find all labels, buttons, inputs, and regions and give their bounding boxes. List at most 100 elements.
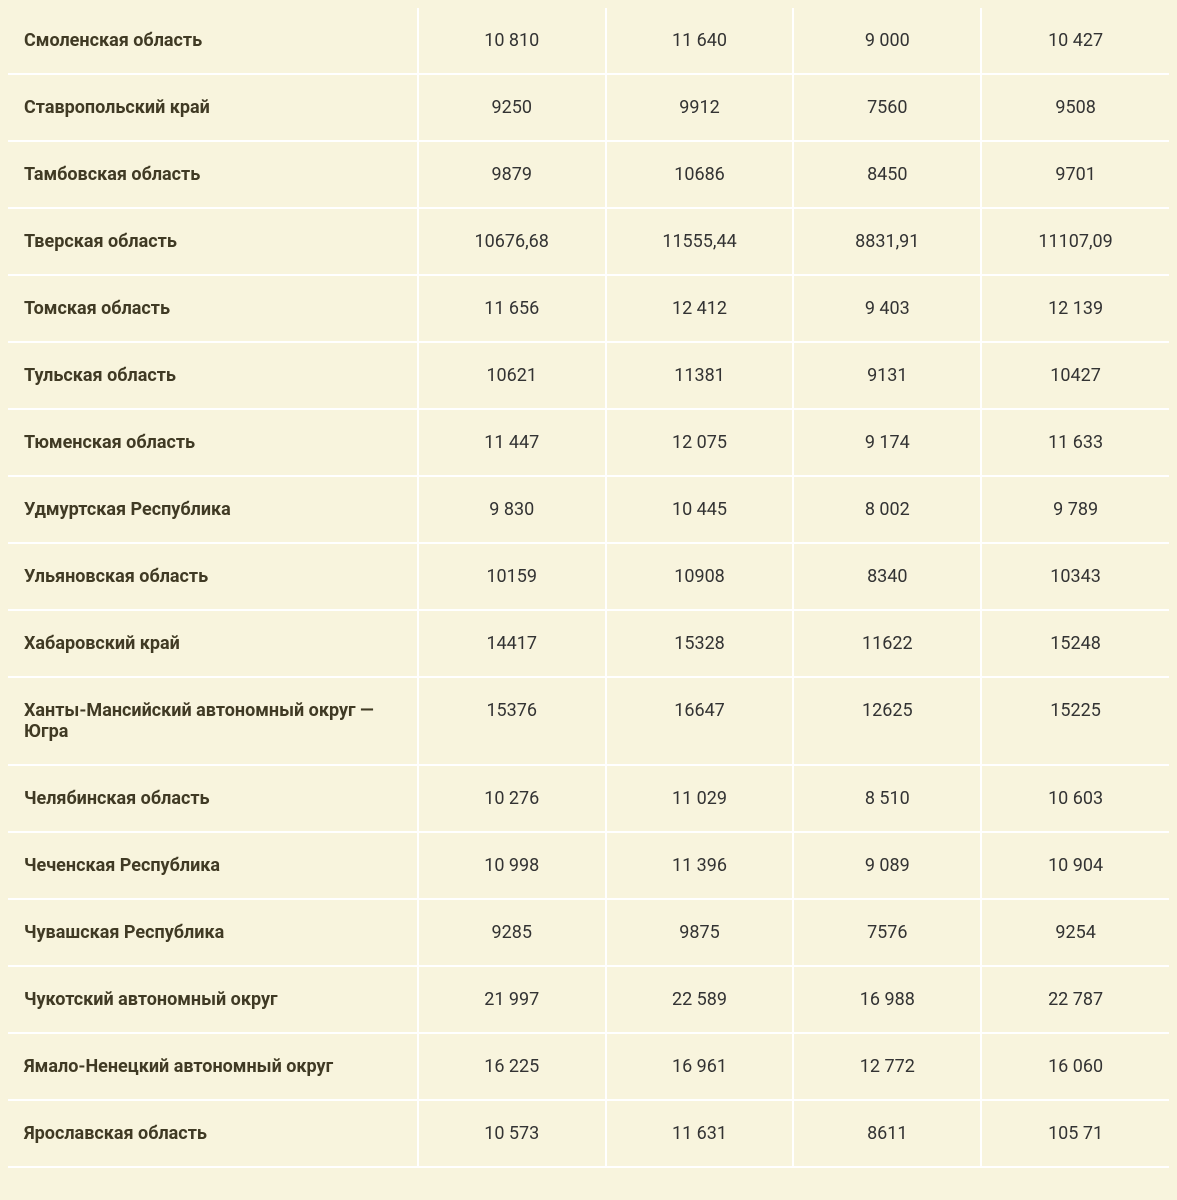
value-cell: 9875 bbox=[606, 899, 794, 966]
value-cell: 10908 bbox=[606, 543, 794, 610]
table-row: Тульская область1062111381913110427 bbox=[8, 342, 1169, 409]
table-row: Чувашская Республика9285987575769254 bbox=[8, 899, 1169, 966]
value-cell: 8 002 bbox=[793, 476, 981, 543]
value-cell: 11 029 bbox=[606, 765, 794, 832]
value-cell: 8611 bbox=[793, 1100, 981, 1167]
value-cell: 9 830 bbox=[418, 476, 606, 543]
value-cell: 11 447 bbox=[418, 409, 606, 476]
value-cell: 10343 bbox=[981, 543, 1169, 610]
value-cell: 10159 bbox=[418, 543, 606, 610]
value-cell: 10 603 bbox=[981, 765, 1169, 832]
value-cell: 9912 bbox=[606, 74, 794, 141]
table-row: Ставропольский край9250991275609508 bbox=[8, 74, 1169, 141]
region-cell: Ханты-Мансийский автономный округ — Югра bbox=[8, 677, 418, 765]
region-cell: Тюменская область bbox=[8, 409, 418, 476]
value-cell: 15225 bbox=[981, 677, 1169, 765]
value-cell: 14417 bbox=[418, 610, 606, 677]
value-cell: 10676,68 bbox=[418, 208, 606, 275]
value-cell: 9 174 bbox=[793, 409, 981, 476]
value-cell: 9879 bbox=[418, 141, 606, 208]
value-cell: 9285 bbox=[418, 899, 606, 966]
value-cell: 15376 bbox=[418, 677, 606, 765]
table-row: Смоленская область10 81011 6409 00010 42… bbox=[8, 8, 1169, 74]
value-cell: 11 640 bbox=[606, 8, 794, 74]
value-cell: 12625 bbox=[793, 677, 981, 765]
value-cell: 9 403 bbox=[793, 275, 981, 342]
region-cell: Ставропольский край bbox=[8, 74, 418, 141]
value-cell: 11381 bbox=[606, 342, 794, 409]
value-cell: 12 772 bbox=[793, 1033, 981, 1100]
table-row: Чеченская Республика10 99811 3969 08910 … bbox=[8, 832, 1169, 899]
value-cell: 12 412 bbox=[606, 275, 794, 342]
value-cell: 10427 bbox=[981, 342, 1169, 409]
value-cell: 7576 bbox=[793, 899, 981, 966]
table-row: Ярославская область10 57311 6318611105 7… bbox=[8, 1100, 1169, 1167]
table-row: Томская область11 65612 4129 40312 139 bbox=[8, 275, 1169, 342]
regions-table: Смоленская область10 81011 6409 00010 42… bbox=[8, 8, 1169, 1168]
value-cell: 10 427 bbox=[981, 8, 1169, 74]
table-row: Хабаровский край14417153281162215248 bbox=[8, 610, 1169, 677]
value-cell: 9250 bbox=[418, 74, 606, 141]
value-cell: 9 089 bbox=[793, 832, 981, 899]
value-cell: 11 396 bbox=[606, 832, 794, 899]
value-cell: 9 000 bbox=[793, 8, 981, 74]
value-cell: 21 997 bbox=[418, 966, 606, 1033]
value-cell: 9 789 bbox=[981, 476, 1169, 543]
value-cell: 16 961 bbox=[606, 1033, 794, 1100]
value-cell: 10 445 bbox=[606, 476, 794, 543]
value-cell: 11107,09 bbox=[981, 208, 1169, 275]
table-row: Тамбовская область98791068684509701 bbox=[8, 141, 1169, 208]
value-cell: 11622 bbox=[793, 610, 981, 677]
value-cell: 9131 bbox=[793, 342, 981, 409]
value-cell: 11 631 bbox=[606, 1100, 794, 1167]
value-cell: 12 139 bbox=[981, 275, 1169, 342]
region-cell: Чукотский автономный округ bbox=[8, 966, 418, 1033]
value-cell: 9254 bbox=[981, 899, 1169, 966]
value-cell: 16 060 bbox=[981, 1033, 1169, 1100]
value-cell: 16647 bbox=[606, 677, 794, 765]
region-cell: Ульяновская область bbox=[8, 543, 418, 610]
region-cell: Смоленская область bbox=[8, 8, 418, 74]
value-cell: 16 225 bbox=[418, 1033, 606, 1100]
value-cell: 8450 bbox=[793, 141, 981, 208]
value-cell: 9701 bbox=[981, 141, 1169, 208]
region-cell: Удмуртская Республика bbox=[8, 476, 418, 543]
region-cell: Ямало-Ненецкий автономный округ bbox=[8, 1033, 418, 1100]
value-cell: 12 075 bbox=[606, 409, 794, 476]
table-row: Чукотский автономный округ21 99722 58916… bbox=[8, 966, 1169, 1033]
value-cell: 11 633 bbox=[981, 409, 1169, 476]
region-cell: Тамбовская область bbox=[8, 141, 418, 208]
table-row: Ульяновская область1015910908834010343 bbox=[8, 543, 1169, 610]
value-cell: 10 998 bbox=[418, 832, 606, 899]
value-cell: 8340 bbox=[793, 543, 981, 610]
value-cell: 11 656 bbox=[418, 275, 606, 342]
region-cell: Челябинская область bbox=[8, 765, 418, 832]
table-row: Ямало-Ненецкий автономный округ16 22516 … bbox=[8, 1033, 1169, 1100]
value-cell: 10621 bbox=[418, 342, 606, 409]
region-cell: Тверская область bbox=[8, 208, 418, 275]
value-cell: 16 988 bbox=[793, 966, 981, 1033]
value-cell: 11555,44 bbox=[606, 208, 794, 275]
region-cell: Хабаровский край bbox=[8, 610, 418, 677]
value-cell: 10 276 bbox=[418, 765, 606, 832]
value-cell: 15328 bbox=[606, 610, 794, 677]
region-cell: Чеченская Республика bbox=[8, 832, 418, 899]
value-cell: 105 71 bbox=[981, 1100, 1169, 1167]
value-cell: 9508 bbox=[981, 74, 1169, 141]
value-cell: 22 589 bbox=[606, 966, 794, 1033]
value-cell: 10 573 bbox=[418, 1100, 606, 1167]
region-cell: Ярославская область bbox=[8, 1100, 418, 1167]
table-row: Тверская область10676,6811555,448831,911… bbox=[8, 208, 1169, 275]
table-row: Ханты-Мансийский автономный округ — Югра… bbox=[8, 677, 1169, 765]
value-cell: 22 787 bbox=[981, 966, 1169, 1033]
table-row: Удмуртская Республика9 83010 4458 0029 7… bbox=[8, 476, 1169, 543]
table-row: Челябинская область10 27611 0298 51010 6… bbox=[8, 765, 1169, 832]
table-row: Тюменская область11 44712 0759 17411 633 bbox=[8, 409, 1169, 476]
value-cell: 10686 bbox=[606, 141, 794, 208]
region-cell: Чувашская Республика bbox=[8, 899, 418, 966]
value-cell: 10 810 bbox=[418, 8, 606, 74]
value-cell: 7560 bbox=[793, 74, 981, 141]
value-cell: 15248 bbox=[981, 610, 1169, 677]
value-cell: 8831,91 bbox=[793, 208, 981, 275]
region-cell: Тульская область bbox=[8, 342, 418, 409]
